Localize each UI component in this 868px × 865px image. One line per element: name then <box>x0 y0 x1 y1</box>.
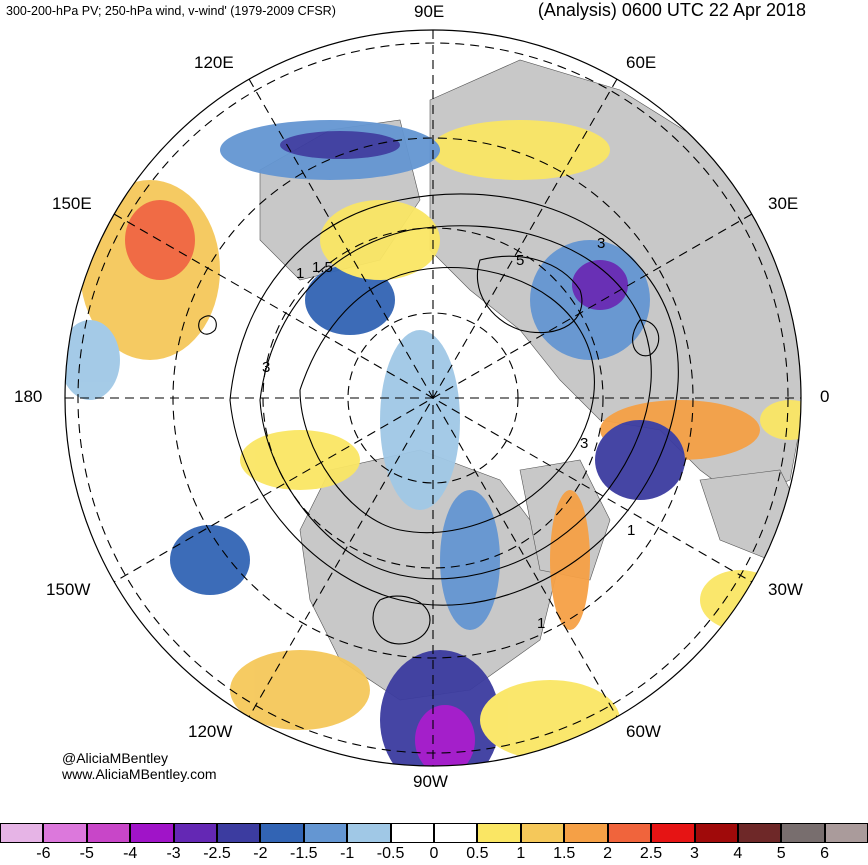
colorbar-cell <box>130 823 174 843</box>
colorbar: -6 -5 -4 -3 -2.5 -2 -1.5 -1 -0.5 0 0.5 1 1.5 2 2.5 3 4 5 6 <box>0 823 868 865</box>
colorbar-cell <box>43 823 87 843</box>
colorbar-cell <box>390 823 435 843</box>
shade-pos-e <box>240 430 360 490</box>
map-title-right: (Analysis) 0600 UTC 22 Apr 2018 <box>537 0 806 20</box>
colorbar-cell <box>86 823 131 843</box>
colorbar-ticks: -6 -5 -4 -3 -2.5 -2 -1.5 -1 -0.5 0 0.5 1 1.5 2 2.5 3 4 5 6 <box>0 845 868 865</box>
graticule <box>65 30 801 766</box>
shade-pos-d <box>320 200 440 280</box>
shade-neg-f <box>170 525 250 595</box>
map-boundary <box>64 29 802 767</box>
lon-label-60e: 60E <box>626 53 657 72</box>
colorbar-tick-label: 1.5 <box>553 845 576 862</box>
shade-pos-f <box>230 650 370 730</box>
shade-neg-c <box>305 265 395 335</box>
credit-twitter: @AliciaMBentley <box>62 750 169 766</box>
colorbar-cell <box>607 823 652 843</box>
colorbar-cell <box>0 823 44 843</box>
map-title-left: 300-200-hPa PV; 250-hPa wind, v-wind' (1… <box>6 4 336 18</box>
colorbar-tick-label: -4 <box>123 845 138 862</box>
lon-label-30e: 30E <box>768 194 799 213</box>
colorbar-tick-label: -3 <box>166 845 181 862</box>
v-wind-shading <box>65 120 801 766</box>
colorbar-cell <box>434 823 478 843</box>
colorbar-cell <box>303 823 348 843</box>
colorbar-tick-label: -1 <box>340 845 355 862</box>
lon-label-90w: 90W <box>413 772 448 791</box>
lon-label-120w: 120W <box>188 722 233 741</box>
shade-neg-a-core <box>280 131 400 159</box>
contour-label: 1 <box>627 522 635 539</box>
lon-label-90e: 90E <box>414 2 445 21</box>
colorbar-cell <box>694 823 738 843</box>
credit-website: www.AliciaMBentley.com <box>62 766 217 782</box>
shade-neg-b-core <box>572 260 628 310</box>
colorbar-tick-label: -1.5 <box>290 845 318 862</box>
contour-label: 1 <box>537 615 545 632</box>
colorbar-cell <box>824 823 868 843</box>
colorbar-cell <box>737 823 782 843</box>
shade-pos-g <box>480 680 620 760</box>
shade-pos-i <box>550 490 590 630</box>
contour-label: 1 <box>296 265 304 282</box>
colorbar-tick-label: -2 <box>253 845 268 862</box>
lon-label-30w: 30W <box>768 580 803 599</box>
colorbar-tick-label: 6 <box>820 845 830 862</box>
colorbar-cell <box>347 823 391 843</box>
colorbar-tick-label: -2.5 <box>203 845 231 862</box>
shade-pos-j <box>760 400 801 440</box>
contour-label: 3 <box>580 435 588 452</box>
colorbar-cell <box>564 823 608 843</box>
colorbar-cell <box>217 823 261 843</box>
shade-neg-h <box>440 490 500 630</box>
colorbar-tick-label: 5 <box>776 845 786 862</box>
shade-pos-b <box>430 120 610 180</box>
shade-neg-i <box>65 320 120 400</box>
contour-label: 3 <box>597 235 605 252</box>
colorbar-cell <box>520 823 565 843</box>
lon-label-120e: 120E <box>194 53 234 72</box>
colorbar-cell <box>260 823 304 843</box>
shade-neg-d <box>595 420 685 500</box>
colorbar-cell <box>781 823 825 843</box>
lon-label-150e: 150E <box>52 194 92 213</box>
colorbar-cell <box>173 823 218 843</box>
lon-label-0: 0 <box>820 387 830 406</box>
colorbar-tick-label: 4 <box>733 845 743 862</box>
colorbar-tick-label: 0 <box>429 845 439 862</box>
map-layers <box>65 30 801 766</box>
lon-label-60w: 60W <box>626 722 661 741</box>
contour-label: 1.5 <box>312 259 333 276</box>
colorbar-tick-label: 2 <box>603 845 613 862</box>
colorbar-cell <box>477 823 521 843</box>
lon-label-150w: 150W <box>46 580 91 599</box>
colorbar-tick-label: -0.5 <box>376 845 405 862</box>
colorbar-tick-label: 0.5 <box>466 845 489 862</box>
colorbar-tick-label: -5 <box>79 845 94 862</box>
contour-label: 3 <box>262 359 270 376</box>
shade-neg-e-core <box>415 705 475 766</box>
colorbar-cell <box>651 823 695 843</box>
colorbar-cells <box>0 823 868 843</box>
colorbar-tick-label: 3 <box>689 845 699 862</box>
contour-labels: 1 3 5 1.5 3 1 3 1 <box>262 235 635 632</box>
polar-map: 1 3 5 1.5 3 1 3 1 <box>64 29 802 767</box>
contour-label: 5 <box>516 252 524 269</box>
lon-label-180: 180 <box>14 387 43 406</box>
colorbar-tick-label: 2.5 <box>639 845 663 862</box>
colorbar-tick-label: 1 <box>516 845 526 862</box>
colorbar-tick-label: -6 <box>36 845 51 862</box>
